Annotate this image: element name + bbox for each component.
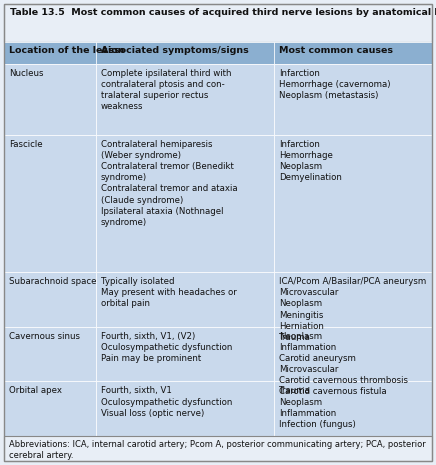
Bar — [4, 42, 96, 64]
Text: Nucleus: Nucleus — [9, 69, 44, 78]
Bar — [4, 64, 96, 135]
Text: Infarction
Hemorrhage (cavernoma)
Neoplasm (metastasis): Infarction Hemorrhage (cavernoma) Neopla… — [279, 69, 390, 100]
Text: Most common causes: Most common causes — [279, 46, 393, 55]
Bar — [274, 327, 432, 381]
Bar — [4, 327, 96, 381]
Text: Fourth, sixth, V1
Oculosympathetic dysfunction
Visual loss (optic nerve): Fourth, sixth, V1 Oculosympathetic dysfu… — [101, 386, 232, 418]
Bar — [274, 64, 432, 135]
Bar — [4, 272, 96, 327]
Text: Typically isolated
May present with headaches or
orbital pain: Typically isolated May present with head… — [101, 277, 237, 308]
Bar — [4, 436, 432, 461]
Bar — [274, 381, 432, 436]
Text: Trauma
Neoplasm
Inflammation
Infection (fungus): Trauma Neoplasm Inflammation Infection (… — [279, 386, 355, 429]
Text: Cavernous sinus: Cavernous sinus — [9, 332, 80, 341]
Text: Abbreviations: ICA, internal carotid artery; Pcom A, posterior communicating art: Abbreviations: ICA, internal carotid art… — [9, 440, 426, 460]
Bar — [96, 381, 274, 436]
Bar — [4, 381, 96, 436]
Text: Fourth, sixth, V1, (V2)
Oculosympathetic dysfunction
Pain may be prominent: Fourth, sixth, V1, (V2) Oculosympathetic… — [101, 332, 232, 363]
Bar — [274, 272, 432, 327]
Bar — [4, 135, 96, 272]
Text: ICA/Pcom A/Basilar/PCA aneurysm
Microvascular
Neoplasm
Meningitis
Herniation
Tra: ICA/Pcom A/Basilar/PCA aneurysm Microvas… — [279, 277, 426, 342]
Text: Table 13.5  Most common causes of acquired third nerve lesions by anatomical loc: Table 13.5 Most common causes of acquire… — [10, 8, 436, 17]
Bar — [4, 42, 432, 64]
Text: Location of the lesion: Location of the lesion — [9, 46, 125, 55]
Text: Orbital apex: Orbital apex — [9, 386, 62, 395]
Bar — [274, 42, 432, 64]
Text: Infarction
Hemorrhage
Neoplasm
Demyelination: Infarction Hemorrhage Neoplasm Demyelina… — [279, 140, 341, 182]
Bar — [96, 272, 274, 327]
Bar — [96, 135, 274, 272]
Bar — [96, 42, 274, 64]
Text: Subarachnoid space: Subarachnoid space — [9, 277, 96, 286]
Text: Complete ipsilateral third with
contralateral ptosis and con-
tralateral superio: Complete ipsilateral third with contrala… — [101, 69, 232, 111]
Bar — [96, 327, 274, 381]
Text: Associated symptoms/signs: Associated symptoms/signs — [101, 46, 249, 55]
Bar — [274, 135, 432, 272]
Text: Fascicle: Fascicle — [9, 140, 43, 149]
Text: Neoplasm
Inflammation
Carotid aneurysm
Microvascular
Carotid cavernous thrombosi: Neoplasm Inflammation Carotid aneurysm M… — [279, 332, 408, 396]
Bar — [96, 64, 274, 135]
Text: Contralateral hemiparesis
(Weber syndrome)
Contralateral tremor (Benedikt
syndro: Contralateral hemiparesis (Weber syndrom… — [101, 140, 238, 227]
Bar — [4, 4, 432, 42]
